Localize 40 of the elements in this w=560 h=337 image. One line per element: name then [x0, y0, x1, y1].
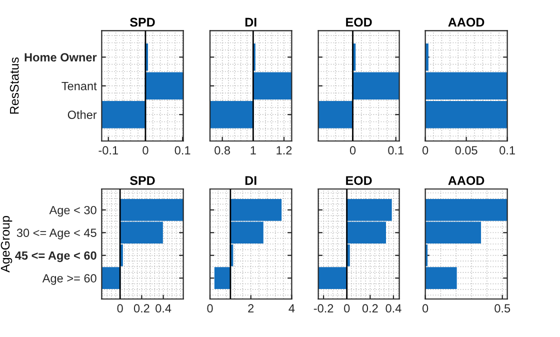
- x-tick-label: 0.2: [134, 304, 150, 313]
- chart-title: AAOD: [448, 18, 484, 27]
- x-tick-label: 4: [288, 304, 295, 312]
- x-tick-label: 0: [344, 304, 350, 313]
- y-tick-label: Age < 30: [49, 206, 96, 217]
- x-tick-label: 1: [250, 146, 256, 154]
- y-axis-title: AgeGroup: [0, 216, 12, 272]
- chart-title: SPD: [130, 176, 155, 185]
- y-tick-label: Other: [68, 110, 97, 119]
- x-tick-label: 0.1: [388, 146, 404, 155]
- y-tick-label: 30 <= Age < 45: [16, 228, 96, 240]
- x-tick-label: 0: [350, 146, 356, 155]
- x-tick-label: 0.1: [174, 146, 190, 155]
- x-tick-label: 0: [422, 304, 428, 313]
- x-tick-label: 0.05: [455, 146, 478, 155]
- x-tick-label: 0.4: [156, 304, 172, 313]
- y-tick-label: Home Owner: [24, 53, 97, 62]
- x-tick-label: 2: [248, 304, 254, 312]
- y-tick-label: 45 <= Age < 60: [15, 251, 96, 262]
- x-tick-label: 0.2: [362, 304, 378, 313]
- y-axis-title: ResStatus: [10, 57, 19, 114]
- x-tick-label: 0.1: [500, 146, 515, 155]
- chart-title: DI: [245, 176, 256, 185]
- x-tick-label: -0.1: [98, 146, 118, 155]
- x-tick-label: 1.2: [276, 146, 292, 154]
- x-tick-label: 0: [117, 304, 123, 313]
- x-tick-label: 0.8: [214, 146, 230, 155]
- chart-title: SPD: [130, 18, 155, 27]
- chart-title: EOD: [346, 18, 372, 27]
- chart-title: DI: [245, 18, 256, 27]
- x-tick-label: 0.5: [494, 304, 510, 313]
- y-tick-label: Age >= 60: [42, 274, 96, 285]
- chart-title: EOD: [346, 176, 372, 185]
- x-tick-label: -0.2: [314, 304, 334, 313]
- y-tick-label: Tenant: [62, 82, 97, 90]
- x-tick-label: 0: [142, 146, 148, 155]
- x-tick-label: 0: [207, 304, 213, 313]
- x-tick-label: 0: [422, 146, 428, 155]
- x-tick-label: 0.4: [386, 304, 402, 313]
- chart-title: AAOD: [448, 176, 484, 185]
